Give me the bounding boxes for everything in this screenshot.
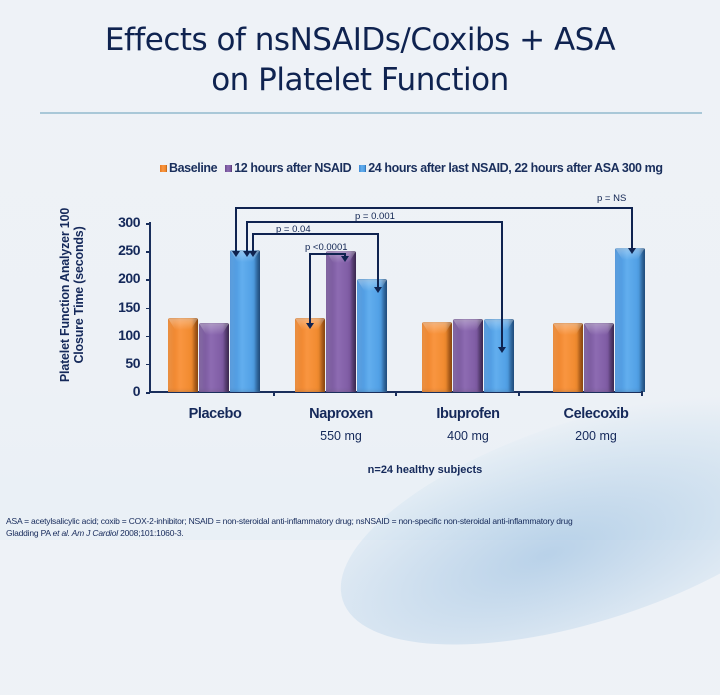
connector-0001-left <box>246 221 248 253</box>
bar-placebo-series-0 <box>168 318 198 392</box>
bar-ibuprofen-series-1 <box>453 319 483 392</box>
title-divider <box>40 112 702 114</box>
footnote-citation: Gladding PA et al. Am J Cardiol 2008;101… <box>6 527 573 539</box>
arrow-down-icon <box>341 256 349 262</box>
citation-journal: Am J Cardiol <box>69 528 118 538</box>
legend-swatch-orange <box>160 164 167 172</box>
bar-celecoxib-series-2 <box>615 247 645 392</box>
p-value-00001: p <0.0001 <box>305 242 348 253</box>
y-tick-label: 300 <box>118 214 140 230</box>
category-dose: 400 mg <box>447 429 489 443</box>
legend-label: 12 hours after NSAID <box>234 161 352 175</box>
legend-swatch-blue <box>359 164 367 172</box>
y-tick-mark <box>146 307 150 309</box>
y-tick-mark <box>146 392 150 394</box>
y-tick-mark <box>146 279 150 281</box>
citation-authors: Gladding PA <box>6 528 53 538</box>
y-tick-label: 100 <box>118 326 140 343</box>
y-tick-label: 250 <box>118 242 140 259</box>
bar-celecoxib-series-1 <box>584 323 614 392</box>
category-label: Celecoxib <box>563 406 629 422</box>
legend-label: Baseline <box>169 161 218 175</box>
connector-ns-right <box>631 207 633 250</box>
x-tick-mark <box>395 391 397 396</box>
connector-004-left <box>252 233 254 253</box>
connector-004-right <box>377 233 379 288</box>
bar-placebo-series-1 <box>199 323 229 392</box>
bar-ibuprofen-series-2 <box>484 319 514 392</box>
chart-legend: Baseline 12 hours after NSAID 24 hours a… <box>160 161 663 175</box>
footnote: ASA = acetylsalicylic acid; coxib = COX-… <box>6 515 573 539</box>
category-label: Ibuprofen <box>436 406 500 422</box>
connector-00001-left <box>309 253 311 325</box>
legend-item-12h: 12 hours after NSAID <box>225 161 352 175</box>
arrow-down-icon <box>498 347 506 353</box>
title-line-1: Effects of nsNSAIDs/Coxibs + ASA <box>104 22 616 58</box>
x-tick-mark <box>518 391 520 396</box>
y-tick-label: 50 <box>125 354 140 371</box>
arrow-down-icon <box>232 251 240 257</box>
y-tick-mark <box>146 335 150 338</box>
connector-004 <box>252 233 379 235</box>
category-label: Placebo <box>188 406 242 422</box>
bar-ibuprofen-series-0 <box>422 322 452 392</box>
p-value-ns: p = NS <box>597 193 627 204</box>
bar-celecoxib-series-0 <box>553 323 583 392</box>
subjects-note: n=24 healthy subjects <box>367 464 483 476</box>
citation-details: 2008;101:1060-3. <box>117 528 184 538</box>
y-tick-mark <box>146 251 150 253</box>
p-value-004: p = 0.04 <box>276 224 311 235</box>
bar-placebo-series-2 <box>230 250 260 392</box>
x-tick-mark <box>273 391 275 396</box>
arrow-down-icon <box>628 248 636 254</box>
connector-00001 <box>309 253 346 255</box>
footnote-abbreviations: ASA = acetylsalicylic acid; coxib = COX-… <box>6 516 573 526</box>
connector-ns <box>235 207 633 209</box>
y-tick-label: 150 <box>118 298 140 315</box>
connector-0001 <box>246 221 502 223</box>
p-value-0001: p = 0.001 <box>355 211 395 222</box>
arrow-down-icon <box>249 251 257 257</box>
legend-label: 24 hours after last NSAID, 22 hours afte… <box>368 161 663 175</box>
slide-title: Effects of nsNSAIDs/Coxibs + ASA on Plat… <box>0 20 720 100</box>
y-tick-label: 200 <box>118 270 140 287</box>
y-tick-label: 0 <box>132 383 141 399</box>
arrow-down-icon <box>243 251 251 257</box>
y-tick-mark <box>146 363 150 366</box>
arrow-down-icon <box>374 287 382 293</box>
y-axis-label: Platelet Function Analyzer 100 Closure T… <box>58 207 86 383</box>
legend-item-24h: 24 hours after last NSAID, 22 hours afte… <box>359 161 663 175</box>
bar-naproxen-series-2 <box>357 279 387 392</box>
category-dose: 550 mg <box>320 429 362 443</box>
arrow-down-icon <box>306 323 314 329</box>
legend-swatch-purple <box>225 164 233 172</box>
legend-item-baseline: Baseline <box>160 161 218 175</box>
connector-00001-right <box>344 253 346 257</box>
category-label: Naproxen <box>309 406 373 422</box>
citation-etal: et al. <box>52 528 70 538</box>
y-axis-line <box>149 222 151 393</box>
connector-ns-left <box>235 207 237 253</box>
category-dose: 200 mg <box>575 429 617 443</box>
connector-0001-right <box>501 221 503 349</box>
x-tick-mark <box>641 391 643 396</box>
bar-naproxen-series-0 <box>295 318 325 392</box>
y-tick-mark <box>146 223 150 225</box>
bar-naproxen-series-1 <box>326 251 356 392</box>
title-line-2: on Platelet Function <box>211 62 509 98</box>
